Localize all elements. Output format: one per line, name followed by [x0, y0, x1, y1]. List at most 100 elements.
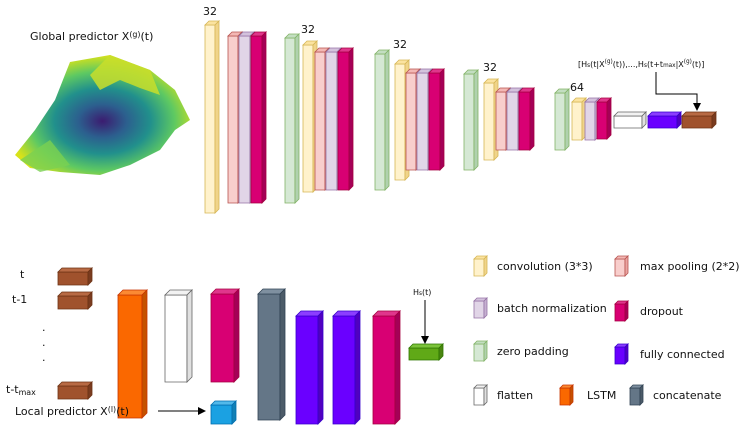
layer-block	[428, 68, 445, 171]
face	[518, 91, 531, 151]
layer-block	[164, 289, 193, 383]
layer-block	[647, 111, 682, 129]
face	[87, 291, 93, 310]
text-part: (t)]	[692, 60, 705, 69]
text-part: Local predictor X	[15, 405, 108, 418]
face	[210, 293, 235, 383]
face	[384, 49, 390, 191]
layer-block	[57, 267, 93, 286]
face	[284, 37, 296, 204]
layer-block	[596, 97, 612, 140]
face	[463, 73, 475, 171]
face	[186, 289, 193, 383]
filter-count: 32	[393, 38, 407, 51]
layer-block	[554, 88, 570, 151]
text-part: (t)	[422, 288, 431, 297]
legend-label: flatten	[497, 389, 533, 402]
face	[233, 288, 240, 383]
filter-count: 32	[301, 23, 315, 36]
face	[87, 381, 93, 400]
face	[57, 381, 93, 387]
face	[428, 72, 441, 171]
face	[317, 310, 324, 425]
filter-count: 32	[203, 5, 217, 18]
text-part: s	[644, 63, 647, 69]
legend-label: convolution (3*3)	[497, 260, 593, 273]
layer-block	[337, 47, 354, 191]
face	[57, 271, 89, 286]
face	[473, 69, 479, 171]
layer-block	[374, 49, 390, 191]
layer-block	[571, 97, 587, 141]
face	[711, 111, 717, 129]
legend-label: batch normalization	[497, 302, 607, 315]
face	[624, 255, 629, 277]
text-part: (t+t	[647, 60, 663, 69]
face	[227, 35, 239, 204]
face	[295, 315, 319, 425]
face	[439, 68, 445, 171]
legend-label: dropout	[640, 305, 684, 318]
face	[325, 51, 338, 191]
face	[332, 315, 356, 425]
face	[613, 115, 643, 129]
layer-block	[210, 400, 237, 425]
face	[57, 291, 93, 297]
layer-block	[463, 69, 479, 171]
text-part: (g)	[129, 30, 140, 39]
face	[569, 384, 574, 406]
layer-block	[372, 310, 401, 425]
text-part: H	[413, 288, 419, 297]
face	[554, 92, 566, 151]
face	[483, 82, 495, 161]
local-predictor-label: Local predictor X(l)(t)	[15, 405, 129, 418]
layer-block	[518, 87, 535, 151]
face	[57, 295, 89, 310]
layer-block	[250, 31, 267, 204]
filter-count: 64	[570, 81, 584, 94]
layer-block	[284, 33, 300, 204]
face	[394, 310, 401, 425]
face	[438, 343, 444, 361]
layer-block	[473, 255, 488, 277]
face	[416, 72, 429, 171]
text-part: |X	[676, 60, 685, 69]
layer-block	[473, 297, 488, 319]
text-part: Global predictor X	[30, 30, 130, 43]
face	[204, 24, 216, 214]
legend-label: concatenate	[653, 389, 722, 402]
layer-block	[473, 384, 488, 406]
face	[641, 111, 647, 129]
text-part: (t|X	[590, 60, 605, 69]
face	[676, 111, 682, 129]
face	[564, 88, 570, 151]
layer-block	[332, 310, 361, 425]
layers	[57, 20, 717, 425]
text-part: (g)	[684, 59, 692, 65]
face	[408, 343, 444, 349]
face	[394, 63, 406, 181]
layer-block	[57, 381, 93, 400]
face	[483, 255, 488, 277]
face	[87, 267, 93, 286]
arrow	[655, 72, 701, 111]
layer-block	[117, 289, 148, 419]
dot: .	[42, 351, 46, 364]
face	[314, 51, 326, 191]
face	[473, 300, 485, 319]
face	[624, 300, 629, 322]
time-label: t-1	[12, 293, 27, 306]
face	[559, 387, 571, 406]
face	[348, 47, 354, 191]
face	[483, 384, 488, 406]
face	[473, 258, 485, 277]
face	[374, 53, 386, 191]
face	[294, 33, 300, 204]
face	[571, 101, 583, 141]
face	[495, 91, 507, 151]
layer-block	[473, 340, 488, 362]
face	[372, 315, 396, 425]
face	[614, 346, 626, 365]
face	[614, 258, 626, 277]
